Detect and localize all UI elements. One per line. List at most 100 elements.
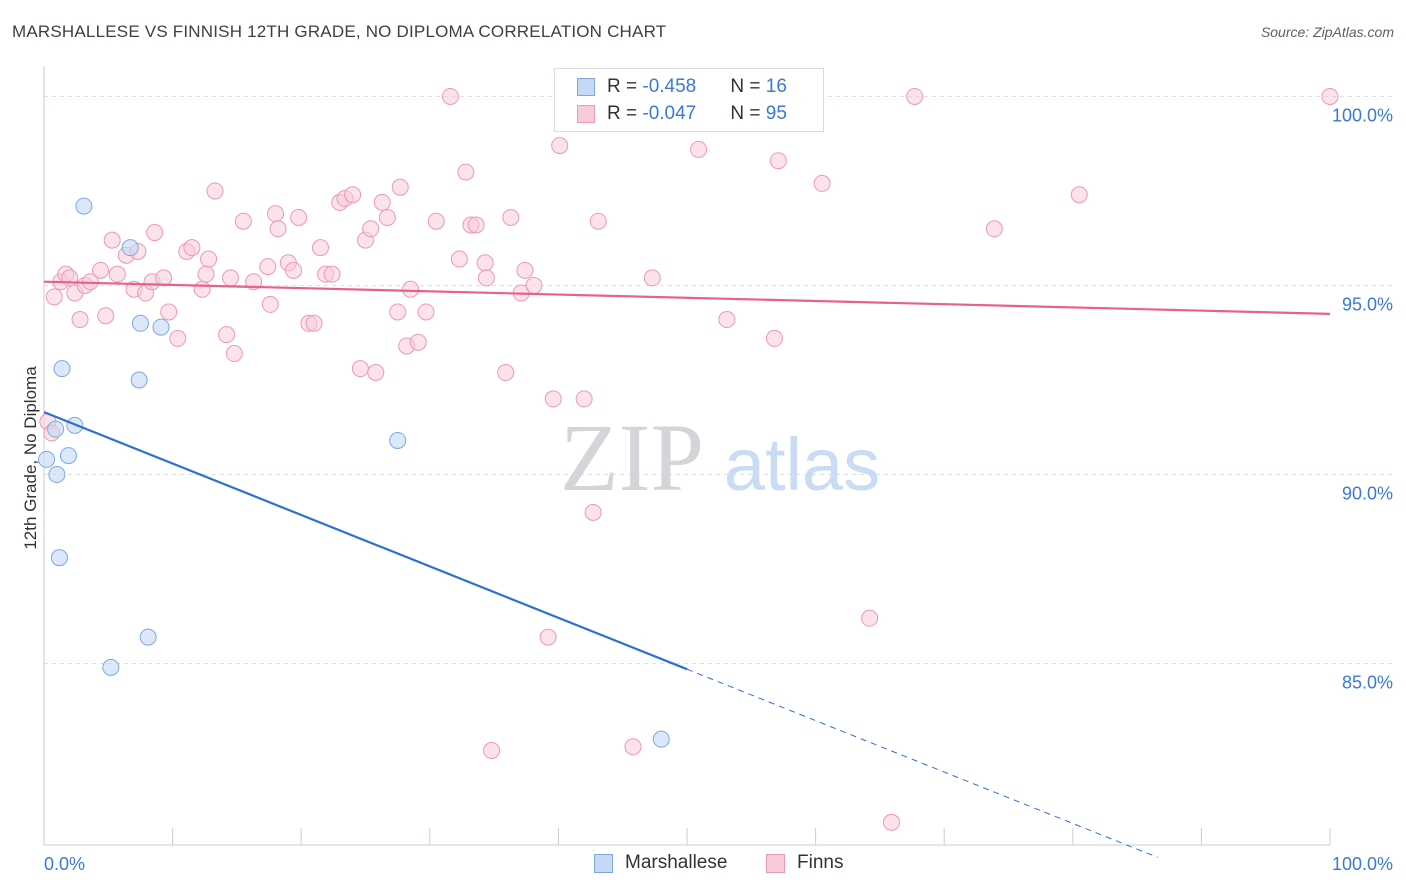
finns-point — [575, 390, 593, 408]
y-tick-label: 90.0% — [1342, 484, 1393, 504]
marshallese-point — [50, 549, 68, 567]
finns-point — [502, 208, 520, 226]
finns-point — [183, 239, 201, 257]
marshallese-point — [130, 371, 148, 389]
finns-point — [305, 314, 323, 332]
finns-point — [765, 329, 783, 347]
finns-point — [284, 261, 302, 279]
legend-n-value: 16 — [765, 76, 787, 97]
finns-point — [261, 295, 279, 313]
finns-point — [539, 628, 557, 646]
marshallese-legend-swatch — [594, 853, 613, 873]
finns-point — [813, 174, 831, 192]
finns-point — [882, 813, 900, 831]
finns-point — [218, 326, 236, 344]
finns-point — [362, 220, 380, 238]
finns-point — [525, 276, 543, 294]
stats-legend: R = -0.458 N = 16 R = -0.047 N = 95 — [554, 68, 824, 132]
legend-r-value: -0.458 — [642, 76, 697, 97]
finns-point — [467, 216, 485, 234]
y-tick-label: 95.0% — [1342, 294, 1393, 314]
watermark-atlas: atlas — [724, 423, 880, 506]
x-tick-label: 100.0% — [1332, 854, 1393, 874]
trend-lines — [43, 280, 1331, 858]
source-label: Source: ZipAtlas.com — [1260, 24, 1394, 40]
finns-point — [589, 212, 607, 230]
finns-point — [323, 265, 341, 283]
finns-point — [234, 212, 252, 230]
marshallese-trend-line — [43, 411, 688, 671]
finns-point — [245, 273, 263, 291]
marshallese-point — [131, 314, 149, 332]
finns-point — [624, 738, 642, 756]
finns-point — [1070, 186, 1088, 204]
bottom-legend-finns: Finns — [766, 852, 843, 874]
marshallese-point — [53, 360, 71, 378]
finns-point — [266, 205, 284, 223]
finns-point — [497, 363, 515, 381]
finns-point — [516, 261, 534, 279]
finns-point — [155, 269, 173, 287]
finns-point — [457, 163, 475, 181]
finns-point — [409, 333, 427, 351]
finns-point — [450, 250, 468, 268]
finns-point — [259, 258, 277, 276]
y-tick-label: 100.0% — [1332, 105, 1393, 125]
finns-point — [146, 224, 164, 242]
legend-n-label: N = — [730, 76, 766, 97]
grid-lines — [44, 95, 1395, 665]
x-tick-label: 0.0% — [44, 854, 85, 874]
tick-labels: 100.0% 95.0% 90.0% 85.0% 0.0% 100.0% — [44, 105, 1393, 874]
marshallese-trend-extension — [686, 668, 1158, 858]
marshallese-point — [102, 658, 120, 676]
finns-point — [551, 137, 569, 155]
marshallese-point — [47, 420, 65, 438]
finns-point — [351, 360, 369, 378]
finns-point — [45, 288, 63, 306]
finns-swatch — [577, 105, 595, 123]
finns-point — [367, 363, 385, 381]
finns-point — [200, 250, 218, 268]
finns-trend-line — [43, 280, 1331, 315]
finns-legend-label: Finns — [797, 852, 844, 873]
y-axis-label: 12th Grade, No Diploma — [21, 366, 40, 550]
finns-point — [92, 261, 110, 279]
marshallese-point — [38, 450, 56, 468]
marshallese-point — [389, 431, 407, 449]
finns-point — [483, 741, 501, 759]
finns-point — [441, 87, 459, 105]
marshallese-legend-label: Marshallese — [625, 852, 728, 873]
finns-point — [718, 311, 736, 329]
finns-point — [985, 220, 1003, 238]
finns-point — [169, 329, 187, 347]
finns-point — [427, 212, 445, 230]
finns-point — [225, 345, 243, 363]
finns-point — [769, 152, 787, 170]
marshallese-point — [121, 239, 139, 257]
finns-point — [373, 193, 391, 211]
finns-point — [71, 311, 89, 329]
bottom-legend-marshallese: Marshallese — [594, 852, 727, 874]
y-tick-label: 85.0% — [1342, 673, 1393, 693]
finns-point — [861, 609, 879, 627]
legend-r-label: R = — [607, 76, 643, 97]
finns-point — [391, 178, 409, 196]
marshallese-point — [152, 318, 170, 336]
finns-point — [108, 265, 126, 283]
legend-r-label: R = — [607, 103, 643, 124]
finns-point — [221, 269, 239, 287]
legend-n-label: N = — [730, 103, 766, 124]
finns-point — [906, 87, 924, 105]
finns-point — [269, 220, 287, 238]
legend-row-marshallese: R = -0.458 N = 16 — [577, 74, 787, 100]
marshallese-swatch — [577, 78, 595, 96]
finns-point — [197, 265, 215, 283]
finns-point — [690, 140, 708, 158]
finns-point — [402, 280, 420, 298]
finns-point — [643, 269, 661, 287]
marshallese-point — [75, 197, 93, 215]
marshallese-point — [48, 466, 66, 484]
marshallese-point — [59, 447, 77, 465]
finns-legend-swatch — [766, 853, 785, 873]
